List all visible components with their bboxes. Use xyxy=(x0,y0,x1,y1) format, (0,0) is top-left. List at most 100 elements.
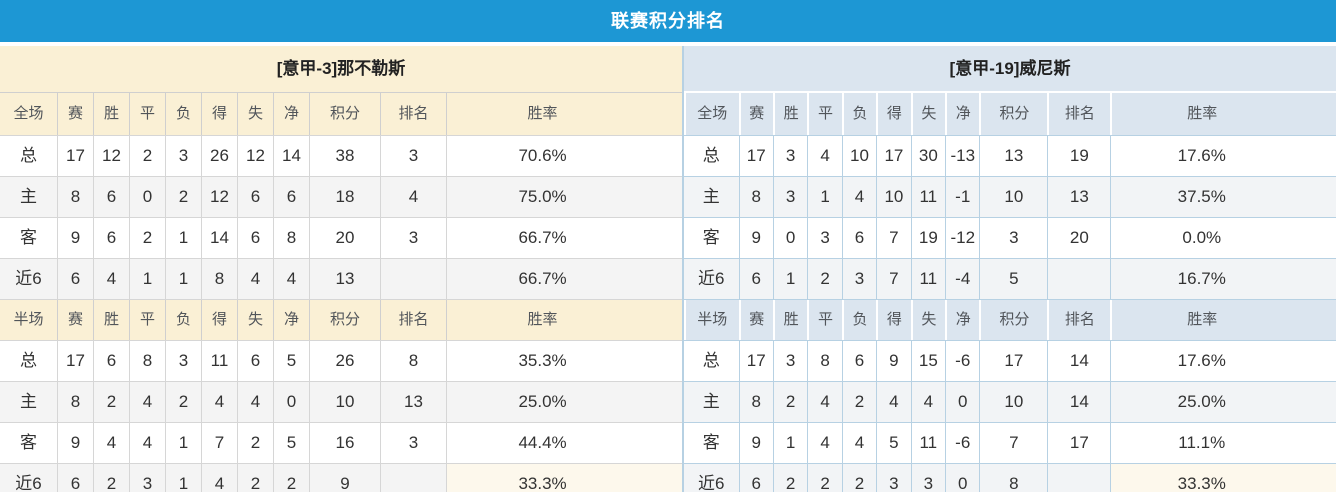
stat-cell: 2 xyxy=(772,382,807,422)
column-header: 得 xyxy=(876,93,910,135)
stat-cell: 4 xyxy=(273,259,309,299)
stat-cell: 14 xyxy=(201,218,237,258)
column-header: 失 xyxy=(237,300,273,340)
rank-cell: 20 xyxy=(1047,218,1110,258)
stat-cell: -4 xyxy=(945,259,979,299)
row-label: 总 xyxy=(702,146,720,165)
stat-cell: 2 xyxy=(841,382,876,422)
stat-cell: 6 xyxy=(237,177,273,217)
table-row: 近6 6 2 2 2 3 3 0 8 33.3% xyxy=(684,464,1336,492)
table-row: 主 8 2 4 2 4 4 0 10 14 25.0% xyxy=(684,382,1336,423)
stat-cell: 4 xyxy=(129,423,165,463)
winrate-cell: 17.6% xyxy=(1110,341,1336,381)
stat-cell: 6 xyxy=(841,218,876,258)
stat-cell: 4 xyxy=(201,382,237,422)
stat-cell: 3 xyxy=(129,464,165,492)
stat-cell: 4 xyxy=(129,382,165,422)
left-team-name: [意甲-3]那不勒斯 xyxy=(0,46,682,93)
stat-cell: 2 xyxy=(273,464,309,492)
column-header: 赛 xyxy=(57,300,93,340)
stat-cell: 19 xyxy=(910,218,945,258)
stat-cell: 3 xyxy=(165,341,201,381)
points-cell: 10 xyxy=(309,382,380,422)
column-header: 赛 xyxy=(738,300,773,340)
stat-cell: 10 xyxy=(841,136,876,176)
rank-cell: 3 xyxy=(379,423,446,463)
rank-cell xyxy=(379,259,446,299)
stat-cell: 2 xyxy=(807,259,841,299)
stats-header-row: 全场赛胜平负得失净积分 排名 胜率 xyxy=(0,93,682,136)
stat-cell: 1 xyxy=(165,259,201,299)
stat-cell: 4 xyxy=(237,259,273,299)
stats-header-row: 半场赛胜平负得失净积分 排名 胜率 xyxy=(0,300,682,341)
stat-cell: 0 xyxy=(129,177,165,217)
column-header: 半场 xyxy=(13,311,44,328)
row-label: 近6 xyxy=(684,464,739,492)
row-label: 总 xyxy=(702,351,720,370)
right-team-table: [意甲-19]威尼斯 全场赛胜平负得失净积分 排名 胜率总 17 3 4 10 17 30 -13… xyxy=(682,46,1336,492)
stat-cell: 2 xyxy=(129,136,165,176)
points-cell: 16 xyxy=(309,423,380,463)
row-label: 主 xyxy=(702,187,720,206)
stat-cell: 6 xyxy=(237,218,273,258)
row-label: 近6 xyxy=(698,269,725,288)
table-row: 客 9 0 3 6 7 19 -12 3 20 0.0% xyxy=(684,218,1336,259)
stat-cell: 3 xyxy=(165,136,201,176)
row-label: 主 xyxy=(20,392,37,411)
rank-cell: 4 xyxy=(379,177,446,217)
table-row: 总 17 3 4 10 17 30 -13 13 19 17.6% xyxy=(684,136,1336,177)
winrate-cell: 33.3% xyxy=(446,464,683,492)
left-team-table: [意甲-3]那不勒斯 全场赛胜平负得失净积分 排名 胜率总 17 12 2 3 26 12 14 3… xyxy=(0,46,683,492)
column-header: 排名 xyxy=(379,93,446,135)
table-row: 总 17 3 8 6 9 15 -6 17 14 17.6% xyxy=(684,341,1336,382)
row-label: 近6 xyxy=(0,464,57,492)
stat-cell: 3 xyxy=(772,341,807,381)
points-cell: 7 xyxy=(979,423,1047,463)
stat-cell: 3 xyxy=(876,464,911,492)
points-cell: 13 xyxy=(979,136,1047,176)
stat-cell: 6 xyxy=(93,177,129,217)
column-header: 净 xyxy=(945,93,979,135)
column-header: 胜 xyxy=(93,93,129,135)
winrate-cell: 66.7% xyxy=(446,259,682,299)
stat-cell: 6 xyxy=(93,218,129,258)
stat-cell: 6 xyxy=(57,259,93,299)
row-label: 主 xyxy=(20,187,37,206)
stat-cell: 0 xyxy=(273,382,309,422)
stat-cell: 0 xyxy=(772,218,807,258)
table-row: 近6 6 1 2 3 7 11 -4 5 16.7% xyxy=(684,259,1336,300)
stats-header-row: 半场赛胜平负得失净积分 排名 胜率 xyxy=(684,300,1336,341)
column-header: 净 xyxy=(273,93,309,135)
stat-cell: 10 xyxy=(876,177,910,217)
column-header: 失 xyxy=(910,93,945,135)
stat-cell: 7 xyxy=(201,423,237,463)
stat-cell: 9 xyxy=(57,218,93,258)
stat-cell: 26 xyxy=(201,136,237,176)
stat-cell: 8 xyxy=(57,382,93,422)
stat-cell: 2 xyxy=(237,423,273,463)
table-row: 客 9 1 4 4 5 11 -6 7 17 11.1% xyxy=(684,423,1336,464)
stat-cell: 2 xyxy=(841,464,877,492)
stat-cell: 6 xyxy=(237,341,273,381)
column-header: 胜率 xyxy=(446,93,682,135)
column-header: 得 xyxy=(876,300,910,340)
stat-cell: 8 xyxy=(807,341,841,381)
stat-cell: 6 xyxy=(273,177,309,217)
stat-cell: 4 xyxy=(93,259,129,299)
page-title: 联赛积分排名 xyxy=(0,0,1336,42)
winrate-cell: 70.6% xyxy=(446,136,682,176)
column-header: 积分 xyxy=(309,93,380,135)
stat-cell: 2 xyxy=(772,464,808,492)
right-team-stats-body: 全场赛胜平负得失净积分 排名 胜率总 17 3 4 10 17 30 -13 13 19 17.6% 主 8… xyxy=(684,93,1336,492)
stat-cell: 5 xyxy=(876,423,910,463)
points-cell: 9 xyxy=(309,464,380,492)
rank-cell: 14 xyxy=(1047,382,1110,422)
stat-cell: -6 xyxy=(945,341,979,381)
stat-cell: 12 xyxy=(93,136,129,176)
row-label: 近6 xyxy=(15,269,42,288)
stat-cell: 8 xyxy=(201,259,237,299)
stat-cell: 2 xyxy=(129,218,165,258)
stat-cell: 8 xyxy=(738,382,773,422)
stat-cell: 9 xyxy=(876,341,910,381)
